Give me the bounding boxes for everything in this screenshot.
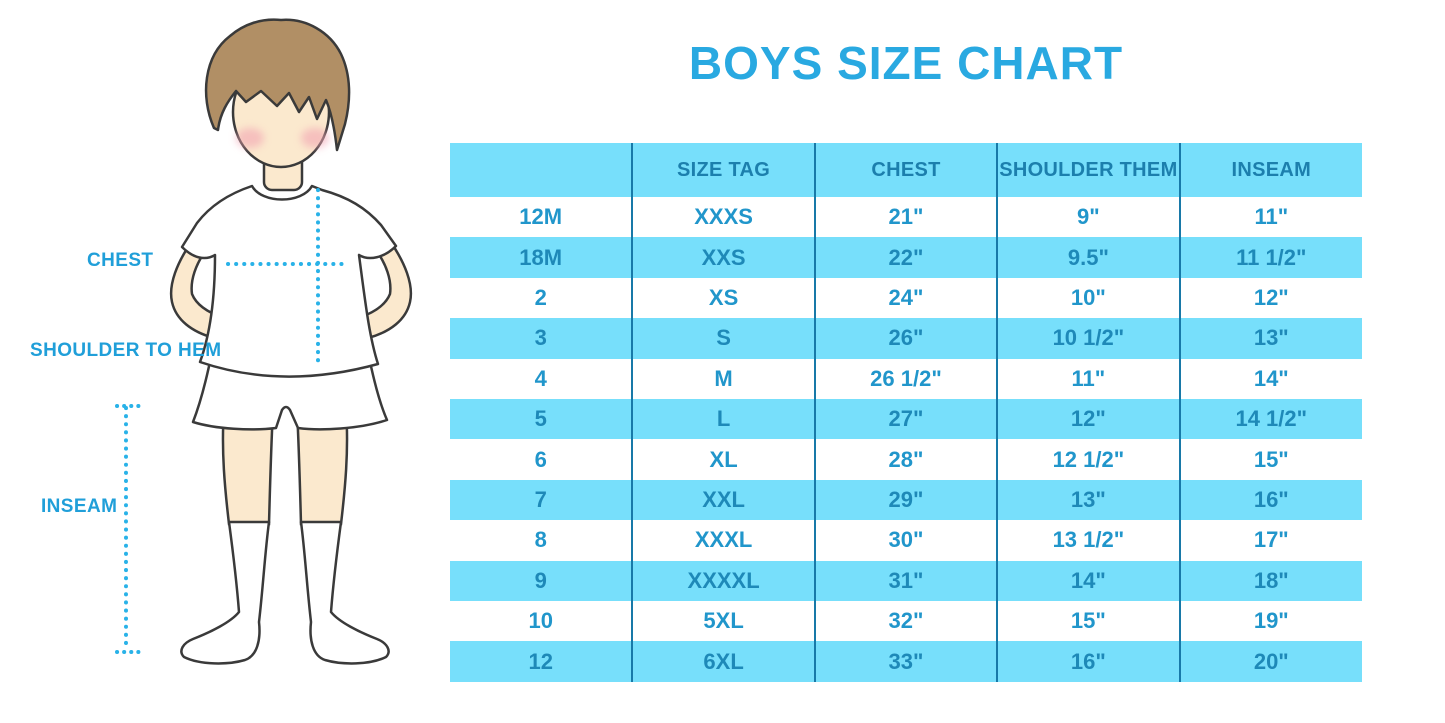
table-cell: 11 1/2" [1178,237,1362,278]
table-cell: 16" [996,641,1180,682]
table-cell: 6 [534,446,547,472]
header-row: SIZE TAG CHEST SHOULDER THEM INSEAM [450,143,1362,197]
table-cell: 10 1/2" [996,318,1180,359]
table-cell: 12 1/2" [996,439,1180,480]
table-row: 5 L 27" 12" 14 1/2" [450,399,1362,440]
table-cell: 12M [519,204,563,230]
page-title: BOYS SIZE CHART [688,37,1124,89]
column-header-inseam: INSEAM [1178,143,1362,197]
inseam-label: INSEAM [41,496,118,517]
boy-figure-illustration [115,18,413,665]
size-table-header: SIZE TAG CHEST SHOULDER THEM INSEAM [450,143,1362,197]
table-cell: 5XL [631,601,815,642]
table-cell: 26" [813,318,998,359]
boy-sock-left [180,520,271,665]
boy-sock-right [299,520,390,665]
table-row: 12 6XL 33" 16" 20" [450,641,1362,682]
table-cell: 33" [813,641,998,682]
table-cell: 9.5" [996,237,1180,278]
table-cell: 5 [534,406,547,432]
table-cell: 16" [1178,479,1362,521]
table-cell: 9" [996,197,1180,238]
table-cell: 21" [813,197,998,238]
table-cell: 13" [996,479,1180,521]
table-cell: XL [631,439,815,480]
table-cell: 24" [813,277,998,319]
table-cell: 11" [1178,197,1362,238]
table-cell: XS [631,277,815,319]
table-cell: 30" [813,520,998,561]
table-cell: XXXS [631,197,815,238]
table-cell: 6XL [631,641,815,682]
boy-hair [204,18,351,152]
column-header-size-tag: SIZE TAG [631,143,815,197]
table-cell: XXS [631,237,815,278]
size-table: SIZE TAG CHEST SHOULDER THEM INSEAM 12M XXXS… [450,143,1362,682]
table-row: 3 S 26" 10 1/2" 13" [450,318,1362,359]
table-cell: 22" [813,237,998,278]
table-row: 10 5XL 32" 15" 19" [450,601,1362,642]
table-cell: 19" [1178,601,1362,642]
column-header-blank [450,143,632,197]
boy-cheek-right [301,128,329,148]
table-cell: 28" [813,439,998,480]
size-table-body: 12M XXXS 21" 9" 11" 18M XXS 22" 9.5" 11 1/2" 2 XS 24… [450,197,1362,682]
table-row: 2 XS 24" 10" 12" [450,277,1362,319]
table-cell: S [631,318,815,359]
table-cell: 13 1/2" [996,520,1180,561]
table-cell: 9 [534,567,547,593]
table-cell: XXXXL [631,560,815,602]
table-cell: XXXL [631,520,815,561]
table-cell: 26 1/2" [813,358,998,400]
table-row: 8 XXXL 30" 13 1/2" 17" [450,520,1362,561]
column-header-shoulder-them: SHOULDER THEM [996,143,1180,197]
table-cell: 13" [1178,318,1362,359]
boy-cheek-left [236,128,264,148]
table-cell: L [631,399,815,440]
table-cell: XXL [631,479,815,521]
chest-label: CHEST [87,250,154,271]
table-cell: 27" [813,399,998,440]
table-cell: 29" [813,479,998,521]
table-cell: 14" [996,560,1180,602]
table-cell: 14 1/2" [1178,399,1362,440]
table-cell: 32" [813,601,998,642]
boy-tshirt [180,184,398,378]
table-cell: 15" [1178,439,1362,480]
table-cell: 4 [534,365,547,391]
table-cell: 14" [1178,358,1362,400]
table-row: 18M XXS 22" 9.5" 11 1/2" [450,237,1362,278]
table-row: 7 XXL 29" 13" 16" [450,479,1362,521]
table-cell: 11" [996,358,1180,400]
table-cell: 18" [1178,560,1362,602]
table-cell: 17" [1178,520,1362,561]
table-cell: 18M [519,244,563,270]
table-cell: 12" [1178,277,1362,319]
shoulder-to-hem-label: SHOULDER TO HEM [30,340,222,361]
table-cell: 12 [528,648,553,674]
table-cell: 10 [528,608,553,634]
table-cell: 15" [996,601,1180,642]
table-cell: 3 [534,325,547,351]
table-row: 9 XXXXL 31" 14" 18" [450,560,1362,602]
table-cell: 20" [1178,641,1362,682]
table-cell: M [631,358,815,400]
table-cell: 8 [534,527,547,553]
table-cell: 10" [996,277,1180,319]
table-row: 12M XXXS 21" 9" 11" [450,197,1362,238]
table-row: 6 XL 28" 12 1/2" 15" [450,439,1362,480]
table-cell: 12" [996,399,1180,440]
column-header-chest: CHEST [813,143,998,197]
table-cell: 2 [534,285,547,311]
table-cell: 31" [813,560,998,602]
table-row: 4 M 26 1/2" 11" 14" [450,358,1362,400]
table-cell: 7 [534,487,547,513]
